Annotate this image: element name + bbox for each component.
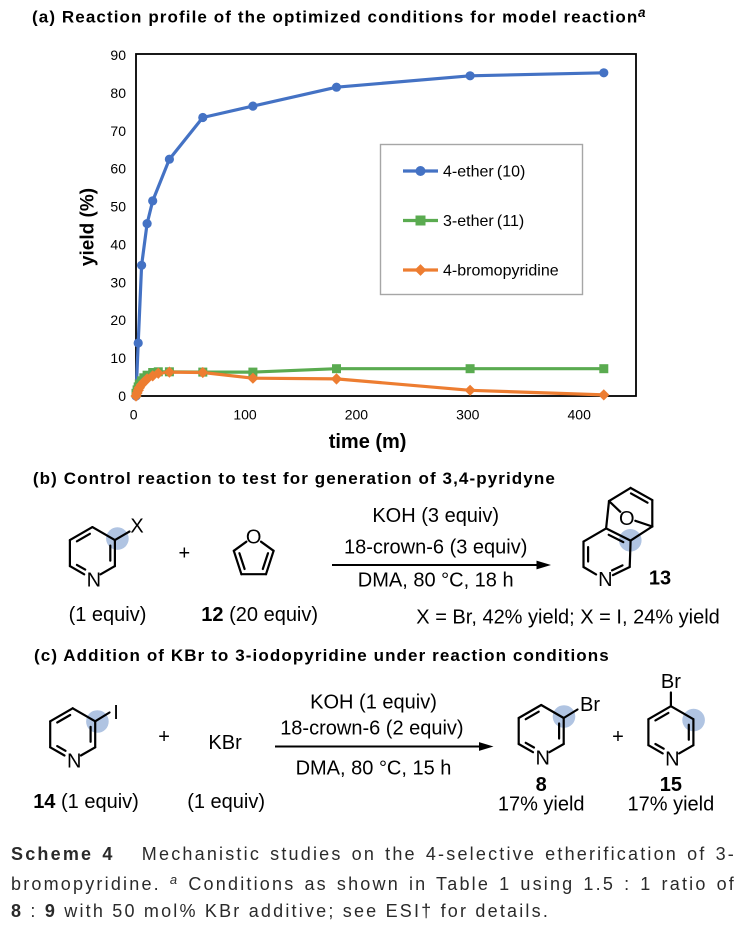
svg-text:yield (%): yield (%) — [78, 188, 99, 266]
svg-text:300: 300 — [456, 407, 480, 423]
svg-text:N: N — [535, 747, 549, 769]
svg-text:Br: Br — [580, 694, 600, 716]
svg-text:(1 equiv): (1 equiv) — [187, 791, 265, 813]
svg-text:a: a — [638, 5, 646, 20]
svg-text:O: O — [246, 526, 262, 548]
svg-text:N: N — [665, 749, 679, 771]
svg-text:DMA, 80 °C, 15 h: DMA, 80 °C, 15 h — [296, 758, 452, 780]
svg-text:10: 10 — [110, 350, 126, 366]
svg-text:time (m): time (m) — [329, 431, 407, 453]
svg-text:KOH (3 equiv): KOH (3 equiv) — [372, 505, 499, 527]
svg-text:15: 15 — [660, 774, 682, 796]
svg-text:(1 equiv): (1 equiv) — [69, 604, 147, 626]
svg-text:(a) Reaction profile of the op: (a) Reaction profile of the optimized co… — [32, 8, 638, 27]
svg-text:14 (1 equiv): 14 (1 equiv) — [33, 791, 139, 813]
svg-text:3-ether (11): 3-ether (11) — [443, 213, 524, 230]
svg-text:8: 8 — [536, 774, 547, 796]
svg-text:4-ether (10): 4-ether (10) — [443, 164, 525, 181]
svg-text:80: 80 — [110, 85, 126, 101]
svg-text:+: + — [179, 543, 191, 565]
svg-text:20: 20 — [110, 312, 126, 328]
svg-text:4-bromopyridine: 4-bromopyridine — [443, 263, 559, 280]
svg-text:17% yield: 17% yield — [498, 794, 585, 816]
svg-text:90: 90 — [110, 47, 126, 63]
svg-text:KBr: KBr — [208, 732, 242, 754]
svg-text:I: I — [113, 702, 119, 724]
svg-text:200: 200 — [345, 407, 369, 423]
svg-text:400: 400 — [568, 407, 592, 423]
svg-text:60: 60 — [110, 161, 126, 177]
svg-text:+: + — [612, 726, 624, 748]
svg-text:100: 100 — [233, 407, 257, 423]
svg-text:50: 50 — [110, 199, 126, 215]
svg-text:Br: Br — [661, 671, 681, 693]
svg-text:DMA, 80 °C, 18 h: DMA, 80 °C, 18 h — [358, 570, 514, 592]
svg-text:40: 40 — [110, 236, 126, 252]
svg-text:30: 30 — [110, 274, 126, 290]
svg-text:N: N — [67, 751, 81, 773]
svg-text:X = Br, 42% yield; X = I, 24%: X = Br, 42% yield; X = I, 24% yield — [416, 607, 720, 629]
svg-text:(b) Control reaction to test f: (b) Control reaction to test for generat… — [33, 469, 556, 488]
svg-text:18-crown-6 (3 equiv): 18-crown-6 (3 equiv) — [344, 537, 527, 559]
svg-text:18-crown-6 (2 equiv): 18-crown-6 (2 equiv) — [280, 718, 463, 740]
svg-text:+: + — [158, 726, 170, 748]
svg-text:0: 0 — [130, 407, 138, 423]
svg-text:70: 70 — [110, 123, 126, 139]
svg-text:X: X — [130, 516, 143, 538]
svg-text:N: N — [87, 569, 101, 591]
svg-text:N: N — [598, 569, 612, 591]
svg-text:KOH (1 equiv): KOH (1 equiv) — [310, 692, 437, 714]
svg-text:17% yield: 17% yield — [628, 794, 715, 816]
svg-text:0: 0 — [118, 388, 126, 404]
svg-text:O: O — [619, 508, 635, 530]
svg-text:(c) Addition of KBr to 3-iodop: (c) Addition of KBr to 3-iodopyridine un… — [34, 646, 610, 665]
svg-text:12 (20 equiv): 12 (20 equiv) — [201, 604, 318, 626]
svg-text:13: 13 — [649, 568, 671, 590]
